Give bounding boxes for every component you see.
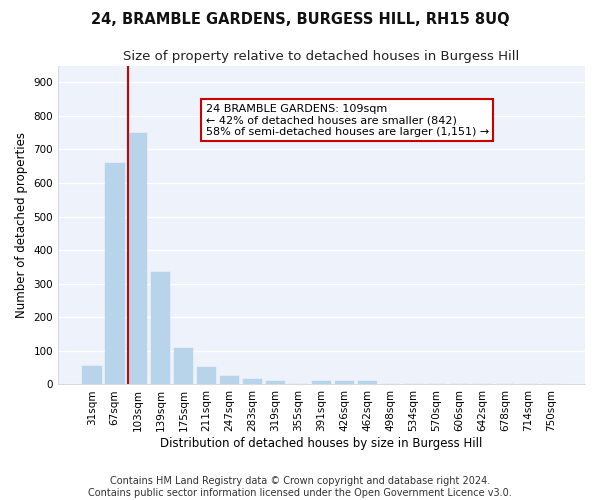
Bar xyxy=(312,381,331,384)
X-axis label: Distribution of detached houses by size in Burgess Hill: Distribution of detached houses by size … xyxy=(160,437,483,450)
Bar xyxy=(358,381,377,384)
Text: 24, BRAMBLE GARDENS, BURGESS HILL, RH15 8UQ: 24, BRAMBLE GARDENS, BURGESS HILL, RH15 … xyxy=(91,12,509,28)
Bar xyxy=(335,381,354,384)
Bar xyxy=(243,380,262,384)
Bar xyxy=(197,366,217,384)
Bar xyxy=(105,163,125,384)
Bar xyxy=(82,366,101,384)
Bar xyxy=(151,272,170,384)
Title: Size of property relative to detached houses in Burgess Hill: Size of property relative to detached ho… xyxy=(124,50,520,63)
Y-axis label: Number of detached properties: Number of detached properties xyxy=(15,132,28,318)
Text: 24 BRAMBLE GARDENS: 109sqm
← 42% of detached houses are smaller (842)
58% of sem: 24 BRAMBLE GARDENS: 109sqm ← 42% of deta… xyxy=(206,104,489,137)
Bar xyxy=(266,381,286,384)
Bar xyxy=(220,376,239,384)
Bar xyxy=(128,132,148,384)
Bar xyxy=(174,348,193,385)
Text: Contains HM Land Registry data © Crown copyright and database right 2024.
Contai: Contains HM Land Registry data © Crown c… xyxy=(88,476,512,498)
